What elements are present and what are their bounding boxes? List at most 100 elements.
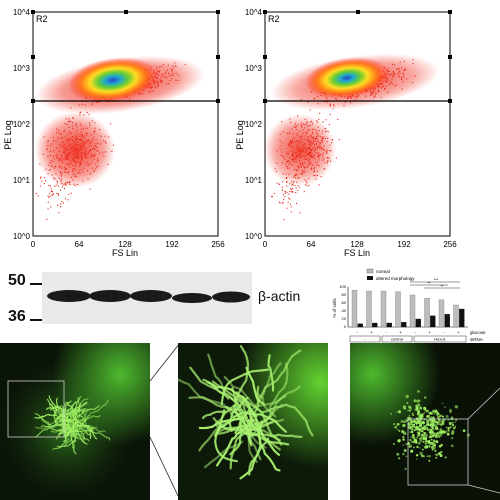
mito-fragment [441,402,444,404]
mito-fragment [419,438,423,442]
bar-normal-4 [395,291,401,328]
mito-fragment [407,409,409,412]
blot-band [172,293,212,303]
mito-strand [256,403,284,427]
mito-strand [80,425,95,430]
mito-fragment [419,451,423,456]
mito-fragment [427,414,429,417]
scatter-dot [281,202,283,204]
mito-fragment [421,413,425,416]
y-tick: 10^1 [13,176,31,185]
scatter-dot [62,202,64,204]
mito-fragment [402,438,405,441]
mito-fragment [433,410,435,412]
scatter-dot [318,184,320,186]
mito-fragment [434,449,437,453]
y-tick: 10^4 [13,8,31,17]
scatter-dot [284,191,286,193]
mito-fragment [404,467,407,470]
mito-fragment [436,415,440,419]
mito-fragment [455,419,458,422]
glucose-cell: - [385,330,387,335]
mito-fragment [411,424,415,428]
mito-fragment [438,452,442,456]
mito-strand [229,427,255,470]
scatter-dot [290,206,292,208]
mito-fragment [451,423,455,427]
mito-fragment [436,412,440,416]
y-tick: 10^2 [245,120,263,129]
glucose-cell: + [370,330,373,335]
mito-strand [233,404,252,445]
mito-fragment [408,425,412,430]
scatter-dot [289,198,291,200]
mito-fragment [416,434,420,438]
mito-fragment [428,455,431,458]
mito-fragment [409,407,412,411]
mito-fragment [418,428,422,431]
mito-fragment [430,438,433,441]
mito-strand [69,408,86,412]
mito-strand [50,426,71,433]
mito-fragment [419,406,423,410]
glucose-cell: + [428,330,431,335]
scatter-dot [57,204,59,206]
y-axis-label: PE Log [235,120,245,150]
x-tick: 192 [165,240,179,249]
scatter-dot [284,196,286,198]
mito-fragment [416,437,418,439]
scatter-dot [36,193,38,195]
mito-fragment [426,434,429,436]
scatter-dot [56,192,58,194]
scatter-dot [51,194,53,196]
mito-fragment [435,456,438,459]
mito-fragment [423,406,425,409]
mito-fragment [403,448,407,453]
mito-fragment [414,441,418,444]
y-tick: 60 [342,300,347,305]
mito-strand [65,411,84,420]
mito-strand [201,410,228,420]
bar-normal-3 [380,290,387,328]
mito-fragment [408,421,410,424]
mito-fragment [425,424,428,426]
y-tick: 10^3 [13,64,31,73]
mito-strand [223,376,262,413]
mito-fragment [410,436,412,438]
mito-fragment [419,447,421,449]
scatter-dot [295,192,297,194]
bar-normal-7 [438,299,445,328]
mito-strand [34,413,58,419]
mito-fragment [418,437,421,440]
scatter-dot [49,185,51,187]
scatter-dot [335,157,337,159]
y-tick: 40 [342,308,347,313]
mito-fragment [411,436,415,440]
scatter-dot [61,186,63,188]
mito-strand [76,397,81,422]
blot-band [89,290,131,302]
mito-fragment [454,425,457,428]
mito-fragment [433,439,436,443]
bar-normal-1 [351,290,358,328]
scatter-dot [279,202,281,204]
mito-fragment [430,445,435,449]
y-axis-label: % of cells [332,298,337,318]
x-axis-label: FS Lin [112,248,138,258]
gate-label: R2 [36,14,48,24]
bar-altered-5 [415,318,421,328]
western-blot [42,272,252,324]
mito-strand [203,440,244,469]
mito-strand [78,408,87,427]
mito-fragment [434,410,437,413]
scatter-dot [325,119,327,121]
mito-fragment [435,426,438,429]
scatter-dot [288,197,290,199]
blot-band [47,290,91,302]
scatter-dot [41,180,43,182]
mito-fragment [420,435,425,439]
mito-strand [90,431,111,441]
scatter-dot [297,189,299,191]
bar-chart: normal altered morphology % of cells 0 2… [332,268,486,351]
mito-fragment [413,438,417,442]
